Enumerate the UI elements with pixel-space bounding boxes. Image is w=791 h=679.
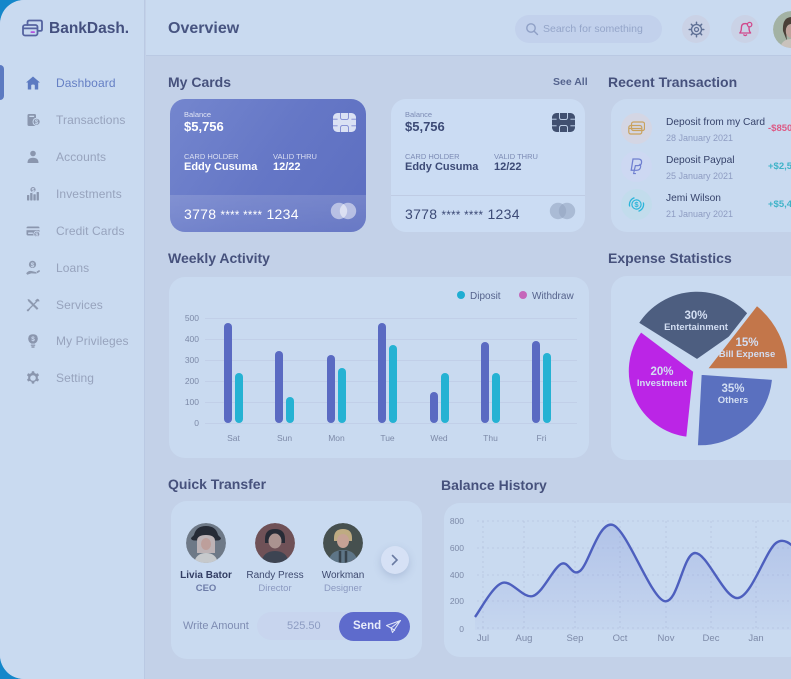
svg-text:Jan: Jan (748, 633, 763, 644)
svg-text:Oct: Oct (613, 633, 628, 644)
svg-text:$: $ (35, 119, 39, 126)
svg-text:0: 0 (459, 624, 464, 634)
svg-text:$: $ (31, 336, 35, 343)
svg-text:$: $ (31, 262, 35, 269)
svg-text:400: 400 (450, 570, 464, 580)
svg-text:$: $ (31, 188, 35, 194)
svg-text:Entertainment: Entertainment (664, 322, 729, 333)
svg-text:Nov: Nov (658, 633, 675, 644)
svg-text:20%: 20% (650, 366, 673, 378)
svg-text:$: $ (35, 232, 39, 238)
svg-text:Investment: Investment (637, 378, 688, 389)
svg-text:200: 200 (450, 596, 464, 606)
svg-text:15%: 15% (735, 337, 758, 349)
svg-text:Bill Expense: Bill Expense (719, 349, 776, 360)
svg-text:800: 800 (450, 516, 464, 526)
svg-text:Sep: Sep (567, 633, 584, 644)
svg-text:Dec: Dec (703, 633, 720, 644)
svg-text:35%: 35% (721, 383, 744, 395)
svg-text:$: $ (634, 200, 639, 209)
svg-text:Aug: Aug (516, 633, 533, 644)
svg-text:Others: Others (718, 395, 749, 406)
svg-text:Jul: Jul (477, 633, 489, 644)
svg-text:600: 600 (450, 543, 464, 553)
svg-text:30%: 30% (684, 310, 707, 322)
